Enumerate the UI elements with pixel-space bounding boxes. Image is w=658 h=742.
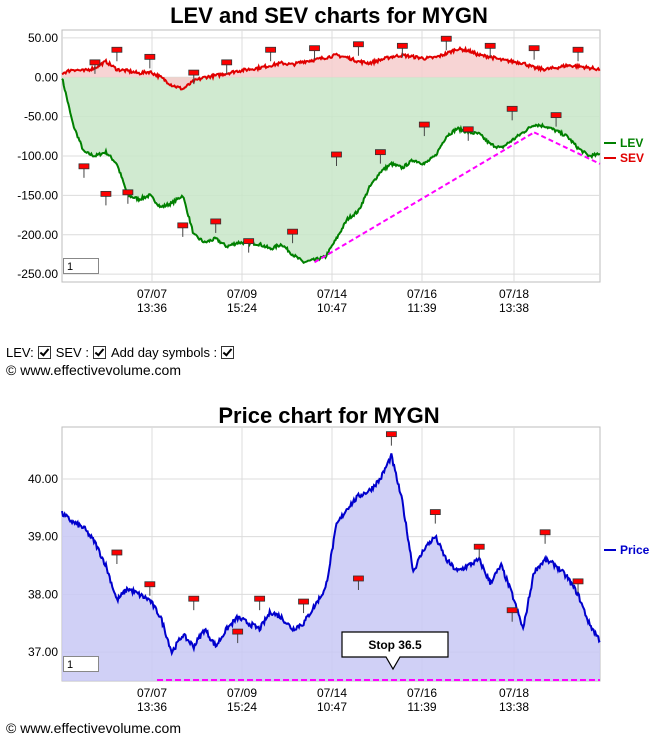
x-tick-time: 10:47	[317, 700, 347, 714]
trendline	[533, 131, 601, 165]
day-marker-flag	[429, 509, 441, 515]
day-marker-flag	[188, 595, 200, 602]
y-tick-label: 50.00	[28, 31, 58, 45]
x-tick-date: 07/14	[317, 686, 347, 700]
legend-label-sev: SEV	[620, 151, 644, 165]
day-marker-flag	[528, 45, 540, 52]
day-marker-flag	[232, 628, 244, 635]
series-line-lev	[61, 78, 601, 265]
x-tick-date: 07/18	[499, 686, 529, 700]
x-tick-time: 13:38	[499, 700, 529, 714]
day-marker-flag	[111, 549, 123, 556]
lev-checkbox-label: LEV:	[6, 345, 34, 360]
x-tick-date: 07/09	[227, 686, 257, 700]
day-marker-flag	[353, 41, 364, 48]
day-marker-flag	[375, 149, 386, 156]
lev-zoom-input[interactable]: 1	[63, 258, 99, 274]
day-marker-flag	[440, 35, 452, 42]
day-marker-flag	[188, 69, 200, 76]
legend-label-lev: LEV	[620, 136, 643, 150]
chart-controls: LEV: SEV : Add day symbols :	[6, 345, 237, 360]
series-line-sev	[61, 45, 601, 91]
x-tick-time: 15:24	[227, 301, 257, 315]
price-chart-title: Price chart for MYGN	[218, 403, 440, 428]
x-tick-date: 07/07	[137, 686, 167, 700]
x-tick-date: 07/16	[407, 686, 437, 700]
day-marker-flag	[221, 59, 233, 66]
x-tick-time: 13:38	[499, 301, 529, 315]
y-tick-label: -250.00	[17, 267, 58, 281]
day-marker-flag	[177, 222, 189, 229]
y-tick-label: 40.00	[28, 472, 58, 486]
day-marker-flag	[353, 575, 364, 582]
day-marker-flag	[484, 42, 496, 49]
series-area-lev	[62, 77, 600, 263]
day-marker-flag	[89, 59, 101, 66]
y-tick-label: -200.00	[17, 228, 58, 242]
series-line-price	[61, 453, 601, 657]
day-marker-flag	[254, 595, 266, 602]
day-marker-flag	[100, 190, 112, 197]
day-marker-flag	[298, 598, 309, 605]
series-area-price	[62, 453, 600, 681]
day-marker-flag	[265, 46, 277, 53]
y-tick-label: 0.00	[35, 70, 59, 84]
day-marker-flag	[210, 218, 222, 225]
lev-sev-chart-title: LEV and SEV charts for MYGN	[170, 3, 488, 28]
day-marker-flag	[243, 238, 255, 245]
day-marker-flag	[144, 53, 156, 60]
legend-label-price: Price	[620, 543, 650, 557]
y-tick-label: 38.00	[28, 587, 58, 601]
day-marker-flag	[572, 578, 584, 585]
copyright-top: © www.effectivevolume.com	[6, 362, 182, 378]
x-tick-date: 07/18	[499, 287, 529, 301]
x-tick-date: 07/07	[137, 287, 167, 301]
day-marker-flag	[418, 121, 430, 128]
x-tick-time: 10:47	[317, 301, 347, 315]
day-marker-flag	[309, 45, 320, 52]
y-tick-label: -100.00	[17, 149, 58, 163]
day-marker-flag	[385, 431, 397, 438]
day-marker-flag	[473, 543, 485, 550]
x-tick-time: 15:24	[227, 700, 257, 714]
price-zoom-input[interactable]: 1	[63, 656, 99, 672]
y-tick-label: -150.00	[17, 188, 58, 202]
day-marker-flag	[122, 189, 134, 196]
copyright-bottom: © www.effectivevolume.com	[6, 720, 182, 736]
trendline	[314, 131, 535, 264]
day-marker-flag	[111, 46, 123, 53]
day-marker-flag	[550, 112, 562, 119]
y-tick-label: 39.00	[28, 530, 58, 544]
sev-checkbox-label: SEV :	[55, 345, 89, 360]
day-marker-flag	[396, 42, 408, 49]
y-tick-label: 37.00	[28, 645, 58, 659]
day-marker-flag	[331, 151, 342, 158]
x-tick-date: 07/16	[407, 287, 437, 301]
day-marker-flag	[287, 228, 298, 235]
day-marker-flag	[78, 163, 90, 170]
y-tick-label: -50.00	[24, 110, 58, 124]
stop-label: Stop 36.5	[368, 638, 422, 652]
x-tick-date: 07/14	[317, 287, 347, 301]
day-marker-flag	[144, 581, 156, 588]
day-symbols-checkbox[interactable]	[221, 346, 235, 359]
lev-checkbox[interactable]	[37, 346, 51, 359]
x-tick-time: 13:36	[137, 700, 167, 714]
day-marker-flag	[506, 105, 518, 112]
day-marker-flag	[462, 126, 474, 133]
x-tick-time: 13:36	[137, 301, 167, 315]
sev-checkbox[interactable]	[92, 346, 106, 359]
price-chart: Stop 36.5 40.00 39.00 38.00 37.00 07/0713:36…	[28, 426, 650, 714]
day-marker-flag	[572, 46, 584, 53]
day-marker-flag	[506, 607, 518, 614]
lev-sev-chart: 50.00 0.00 -50.00 -100.00 -150.00 -200.00 -250…	[17, 29, 644, 315]
day-marker-flag	[539, 529, 551, 536]
x-tick-time: 11:39	[407, 301, 436, 315]
x-tick-time: 11:39	[407, 700, 436, 714]
day-symbols-label: Add day symbols :	[110, 345, 218, 360]
stop-callout	[341, 631, 449, 671]
x-tick-date: 07/09	[227, 287, 257, 301]
